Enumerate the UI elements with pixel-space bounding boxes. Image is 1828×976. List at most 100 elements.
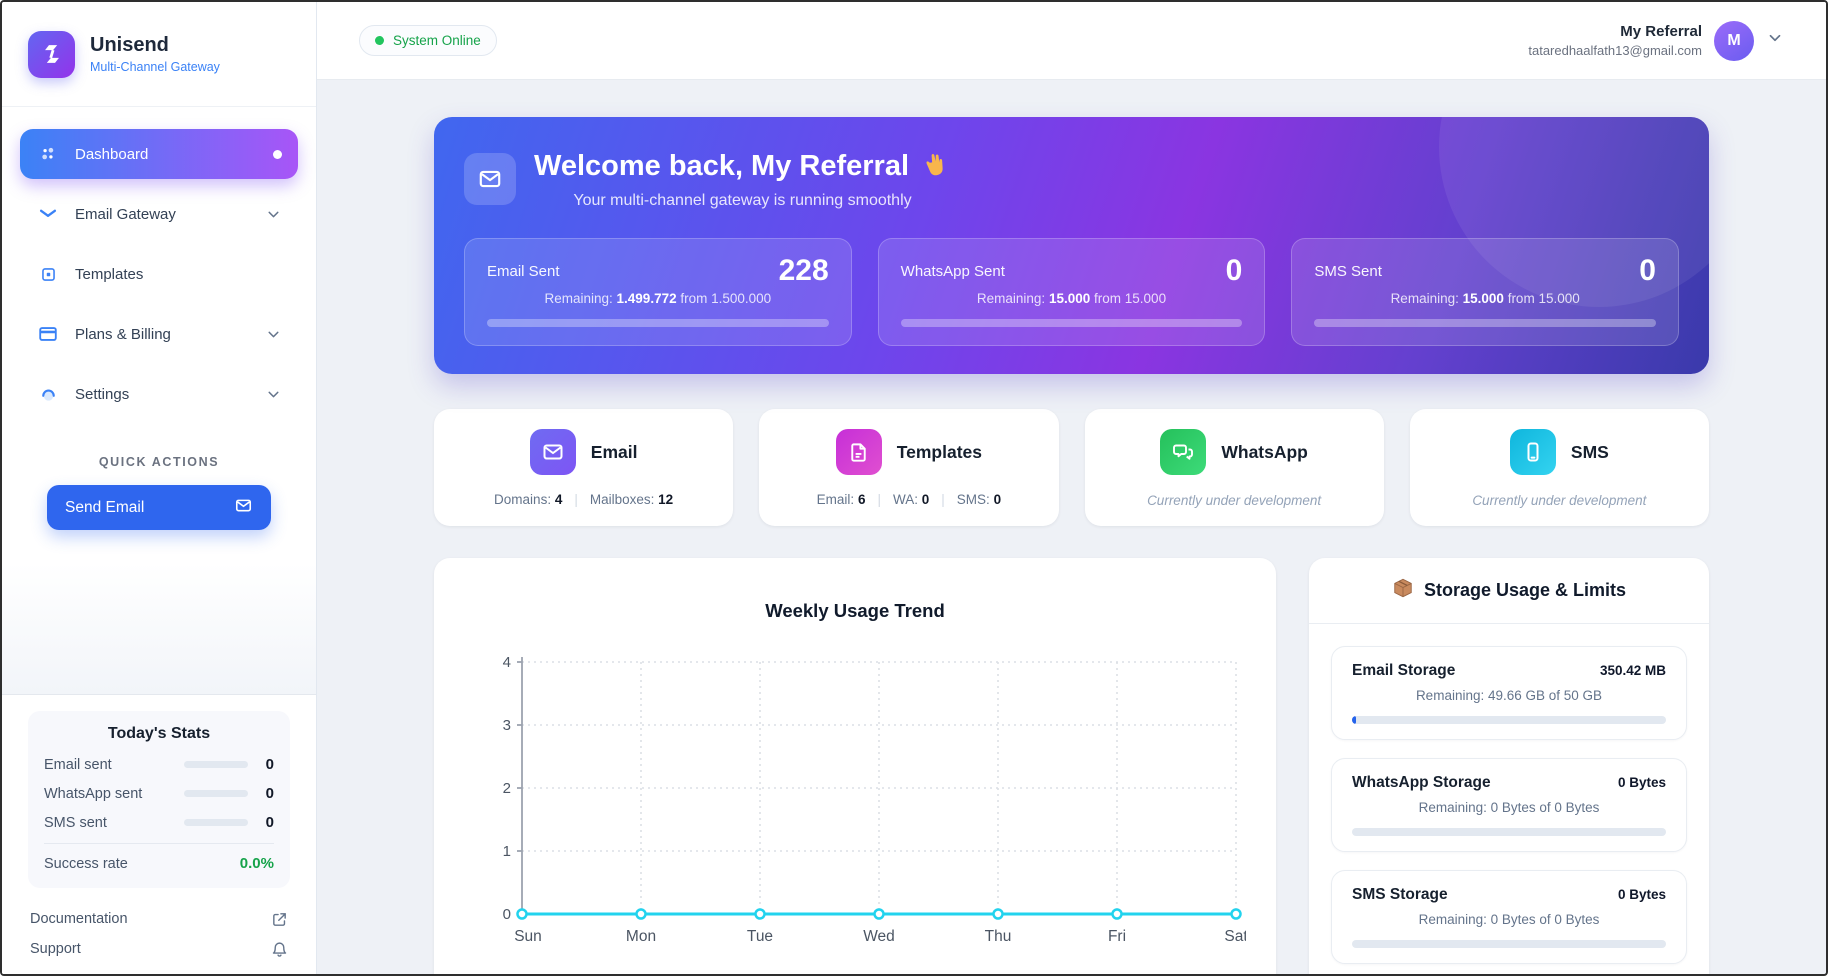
svg-text:Sat: Sat bbox=[1224, 928, 1246, 945]
progress-track bbox=[1352, 716, 1666, 724]
email-feature-card[interactable]: Email Domains: 4 | Mailboxes: 12 bbox=[434, 409, 734, 526]
sidebar-item-dashboard[interactable]: Dashboard bbox=[20, 129, 298, 179]
success-rate-value: 0.0% bbox=[239, 855, 274, 872]
storage-panel-title: Storage Usage & Limits bbox=[1423, 580, 1627, 600]
documentation-link[interactable]: Documentation bbox=[30, 904, 288, 934]
banner-stat-label: Email Sent bbox=[487, 262, 560, 280]
sidebar-footer-links: Documentation Support bbox=[28, 888, 290, 964]
storage-panel: Storage Usage & Limits Email Storage 350… bbox=[1309, 558, 1709, 974]
svg-text:1: 1 bbox=[503, 843, 511, 860]
unisend-logo-icon bbox=[28, 30, 75, 78]
status-dot-icon bbox=[375, 36, 384, 45]
mini-progress-track bbox=[184, 761, 248, 768]
progress-track bbox=[1352, 828, 1666, 836]
templates-feature-card[interactable]: Templates Email: 6 | WA: 0 | SMS: 0 bbox=[759, 409, 1059, 526]
user-menu[interactable]: My Referral tataredhaalfath13@gmail.com … bbox=[1528, 20, 1784, 61]
success-rate-label: Success rate bbox=[44, 855, 128, 872]
svg-text:Tue: Tue bbox=[747, 928, 773, 945]
avatar[interactable]: M bbox=[1714, 20, 1754, 61]
storage-item-remaining: Remaining: 0 Bytes of 0 Bytes bbox=[1418, 912, 1600, 927]
banner-stat-value: 0 bbox=[1639, 254, 1656, 287]
documentation-label: Documentation bbox=[30, 911, 128, 927]
progress-track bbox=[487, 319, 829, 327]
user-name: My Referral bbox=[1620, 23, 1702, 40]
chevron-down-icon[interactable] bbox=[1766, 29, 1784, 52]
app-name: Unisend bbox=[90, 34, 169, 56]
banner-stat-remaining: Remaining: 15.000 from 15.000 bbox=[976, 291, 1167, 306]
bell-icon bbox=[271, 941, 288, 958]
svg-text:0: 0 bbox=[503, 906, 511, 923]
banner-stat-sms-sent: SMS Sent 0 Remaining: 15.000 from 15.000 bbox=[1291, 238, 1679, 346]
progress-track bbox=[1352, 940, 1666, 948]
topbar: System Online My Referral tataredhaalfat… bbox=[317, 2, 1826, 80]
banner-stat-value: 228 bbox=[778, 254, 829, 287]
support-link[interactable]: Support bbox=[30, 934, 288, 964]
support-label: Support bbox=[30, 941, 81, 957]
email-envelope-icon bbox=[529, 429, 576, 475]
sidebar-item-email-gateway[interactable]: Email Gateway bbox=[20, 189, 298, 239]
banner-stat-label: SMS Sent bbox=[1314, 262, 1382, 280]
storage-item-remaining: Remaining: 49.66 GB of 50 GB bbox=[1415, 688, 1603, 703]
stat-row-sms-sent: SMS sent 0 bbox=[44, 814, 274, 831]
stat-row-email-sent: Email sent 0 bbox=[44, 756, 274, 773]
banner-stat-label: WhatsApp Sent bbox=[900, 262, 1005, 280]
dashboard-content: Welcome back, My Referral Your multi-cha… bbox=[317, 80, 1826, 974]
progress-track bbox=[900, 319, 1243, 327]
user-email: tataredhaalfath13@gmail.com bbox=[1528, 43, 1702, 58]
whatsapp-feature-card[interactable]: WhatsApp Currently under development bbox=[1084, 409, 1384, 526]
quick-actions-heading: QUICK ACTIONS bbox=[98, 455, 220, 469]
email-gateway-icon bbox=[36, 203, 60, 225]
feature-card-stats: Domains: 4 | Mailboxes: 12 bbox=[494, 492, 674, 507]
sms-feature-card[interactable]: SMS Currently under development bbox=[1409, 409, 1709, 526]
storage-item-value: 350.42 MB bbox=[1599, 663, 1666, 678]
banner-stat-value: 0 bbox=[1225, 254, 1243, 287]
storage-item-value: 0 Bytes bbox=[1617, 887, 1666, 902]
chevron-down-icon bbox=[265, 326, 282, 343]
divider: | bbox=[877, 492, 881, 507]
sidebar-item-plans-billing[interactable]: Plans & Billing bbox=[20, 309, 298, 359]
stat-label: WhatsApp sent bbox=[44, 785, 143, 802]
svg-text:2: 2 bbox=[503, 780, 511, 797]
sidebar-item-label: Plans & Billing bbox=[75, 325, 171, 343]
active-indicator-dot bbox=[273, 149, 282, 159]
settings-icon bbox=[36, 384, 60, 405]
sidebar-item-label: Dashboard bbox=[75, 145, 149, 163]
storage-item-title: WhatsApp Storage bbox=[1352, 774, 1491, 791]
storage-item-remaining: Remaining: 0 Bytes of 0 Bytes bbox=[1418, 800, 1600, 815]
success-rate-row: Success rate 0.0% bbox=[44, 843, 274, 882]
mini-progress-track bbox=[184, 790, 248, 797]
svg-text:4: 4 bbox=[503, 654, 511, 671]
dashboard-grid-icon bbox=[36, 144, 60, 164]
feature-card-title: Templates bbox=[896, 441, 982, 462]
mini-progress-track bbox=[184, 819, 248, 826]
sidebar-item-label: Templates bbox=[75, 265, 144, 283]
banner-stat-remaining: Remaining: 15.000 from 15.000 bbox=[1390, 291, 1580, 306]
feature-card-title: WhatsApp bbox=[1221, 441, 1308, 462]
svg-text:Sun: Sun bbox=[514, 928, 542, 945]
svg-text:Wed: Wed bbox=[863, 928, 895, 945]
envelope-icon bbox=[464, 152, 516, 205]
sidebar-item-templates[interactable]: Templates bbox=[20, 249, 298, 299]
feature-card-stats: Email: 6 | WA: 0 | SMS: 0 bbox=[816, 492, 1002, 507]
chevron-down-icon bbox=[265, 386, 282, 403]
divider: | bbox=[574, 492, 578, 507]
sidebar-item-label: Settings bbox=[75, 385, 130, 403]
system-status-badge: System Online bbox=[359, 25, 497, 56]
package-icon bbox=[1392, 577, 1414, 604]
send-email-button[interactable]: Send Email bbox=[47, 485, 271, 530]
sidebar-item-label: Email Gateway bbox=[75, 205, 176, 223]
sidebar-nav: Dashboard Email Gateway Templates bbox=[2, 107, 316, 429]
sidebar: Unisend Multi-Channel Gateway Dashboard bbox=[2, 2, 317, 974]
storage-item-value: 0 Bytes bbox=[1617, 775, 1666, 790]
welcome-title: Welcome back, My Referral bbox=[534, 147, 951, 185]
sms-storage-card: SMS Storage 0 Bytes Remaining: 0 Bytes o… bbox=[1331, 870, 1687, 964]
whatsapp-storage-card: WhatsApp Storage 0 Bytes Remaining: 0 By… bbox=[1331, 758, 1687, 852]
templates-icon bbox=[36, 265, 60, 284]
stat-label: Email sent bbox=[44, 756, 112, 773]
storage-item-title: Email Storage bbox=[1352, 662, 1456, 679]
sidebar-item-settings[interactable]: Settings bbox=[20, 369, 298, 419]
feature-card-note: Currently under development bbox=[1472, 493, 1647, 508]
progress-fill bbox=[1352, 716, 1356, 724]
banner-stat-whatsapp-sent: WhatsApp Sent 0 Remaining: 15.000 from 1… bbox=[877, 238, 1266, 346]
